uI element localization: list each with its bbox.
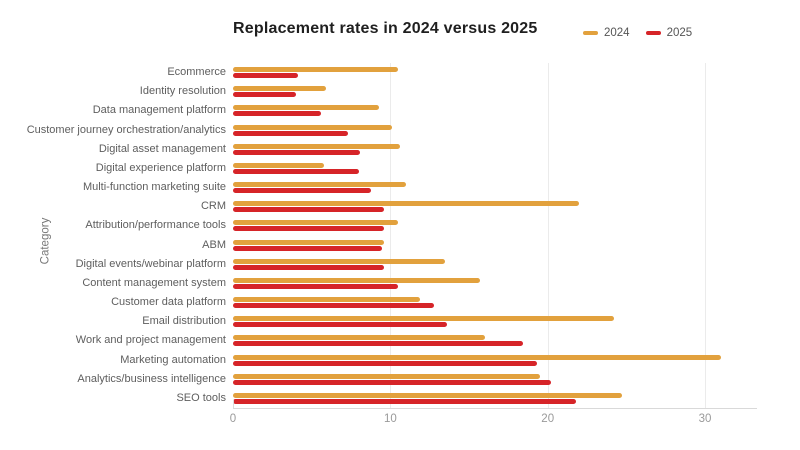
bar-row — [233, 274, 757, 293]
bar-2024 — [233, 201, 580, 207]
category-label: Data management platform — [92, 104, 226, 117]
bar-2025 — [233, 398, 577, 404]
bar-2025 — [233, 149, 361, 155]
bar-2025 — [233, 111, 322, 117]
bar-2024 — [233, 220, 399, 226]
gridline-x-30 — [705, 63, 707, 408]
bar-2024 — [233, 124, 392, 130]
category-label: Multi-function marketing suite — [82, 181, 226, 193]
category-label: Digital events/webinar platform — [75, 257, 226, 270]
legend-label-2024: 2024 — [604, 27, 630, 39]
legend: 2024 2025 — [583, 27, 692, 39]
x-tick-label-20: 20 — [541, 413, 555, 425]
bar-row — [233, 331, 757, 350]
bar-2025 — [233, 322, 447, 328]
bar-2024 — [233, 182, 407, 187]
category-label: Customer data platform — [111, 296, 226, 308]
bar-row — [233, 255, 757, 274]
bar-2025 — [233, 207, 385, 213]
bar-row — [233, 389, 757, 408]
category-label: Identity resolution — [139, 85, 226, 98]
legend-item-2025: 2025 — [645, 27, 693, 39]
category-label: Customer journey orchestration/analytics — [26, 123, 226, 136]
bar-row — [233, 216, 757, 235]
plot-area — [233, 63, 757, 408]
bar-row — [233, 312, 757, 331]
x-tick-label-30: 30 — [698, 413, 712, 425]
bar-row — [233, 101, 757, 120]
bar-row — [233, 178, 757, 197]
bar-2024 — [233, 67, 399, 72]
bar-row — [233, 197, 757, 216]
category-label: Attribution/performance tools — [85, 219, 226, 232]
bar-2025 — [233, 360, 537, 366]
bar-2025 — [233, 188, 372, 193]
bar-2025 — [233, 264, 385, 270]
chart-title: Replacement rates in 2024 versus 2025 — [233, 20, 538, 37]
bar-2025 — [233, 341, 523, 347]
bar-2025 — [233, 130, 348, 136]
bar-row — [233, 121, 757, 140]
category-label: Content management system — [82, 276, 226, 289]
bar-row — [233, 293, 757, 312]
bar-2025 — [233, 379, 551, 385]
bar-2024 — [233, 239, 385, 245]
bar-row — [233, 82, 757, 101]
gridline-x-10 — [390, 63, 392, 408]
bar-row — [233, 370, 757, 389]
bar-2024 — [233, 354, 721, 360]
category-label: ABM — [202, 238, 226, 251]
bar-2024 — [233, 143, 400, 149]
bar-2024 — [233, 258, 446, 264]
legend-item-2024: 2024 — [583, 27, 630, 39]
bar-2024 — [233, 162, 325, 168]
category-label: Ecommerce — [167, 66, 226, 78]
zero-tick-mark — [233, 400, 234, 409]
bar-2025 — [233, 73, 298, 78]
category-label: Work and project management — [75, 334, 226, 347]
category-label: SEO tools — [176, 391, 226, 404]
x-tick-labels: 0 10 20 30 — [229, 413, 757, 429]
bar-2024 — [233, 277, 481, 283]
category-label: Email distribution — [142, 315, 226, 328]
bar-row — [233, 140, 757, 159]
bar-2025 — [233, 283, 399, 289]
bar-row — [233, 236, 757, 255]
category-label: Digital experience platform — [95, 161, 226, 174]
x-axis-line — [233, 408, 757, 409]
legend-swatch-2024 — [583, 31, 598, 35]
category-label: Marketing automation — [120, 353, 226, 366]
bar-2024 — [233, 105, 380, 111]
category-label: CRM — [200, 200, 226, 213]
category-label: Analytics/business intelligence — [77, 372, 226, 385]
bar-2025 — [233, 303, 435, 308]
bar-2024 — [233, 316, 614, 322]
gridline-x-20 — [547, 63, 549, 408]
category-labels: Ecommerce Identity resolution Data managem… — [0, 63, 226, 408]
category-label: Digital asset management — [98, 142, 226, 155]
bar-2025 — [233, 245, 383, 251]
x-tick-label-0: 0 — [229, 413, 237, 425]
bar-2025 — [233, 92, 296, 98]
bar-2024 — [233, 373, 540, 379]
bar-2024 — [233, 297, 421, 302]
bar-row — [233, 63, 757, 82]
legend-swatch-2025 — [645, 31, 661, 35]
bar-2024 — [233, 392, 622, 398]
bar-row — [233, 351, 757, 370]
bar-2024 — [233, 335, 485, 341]
x-tick-label-10: 10 — [383, 413, 397, 425]
legend-label-2025: 2025 — [666, 27, 693, 39]
bar-row — [233, 159, 757, 178]
bar-2025 — [233, 168, 359, 174]
bar-2025 — [233, 226, 385, 232]
bar-2024 — [233, 86, 326, 92]
